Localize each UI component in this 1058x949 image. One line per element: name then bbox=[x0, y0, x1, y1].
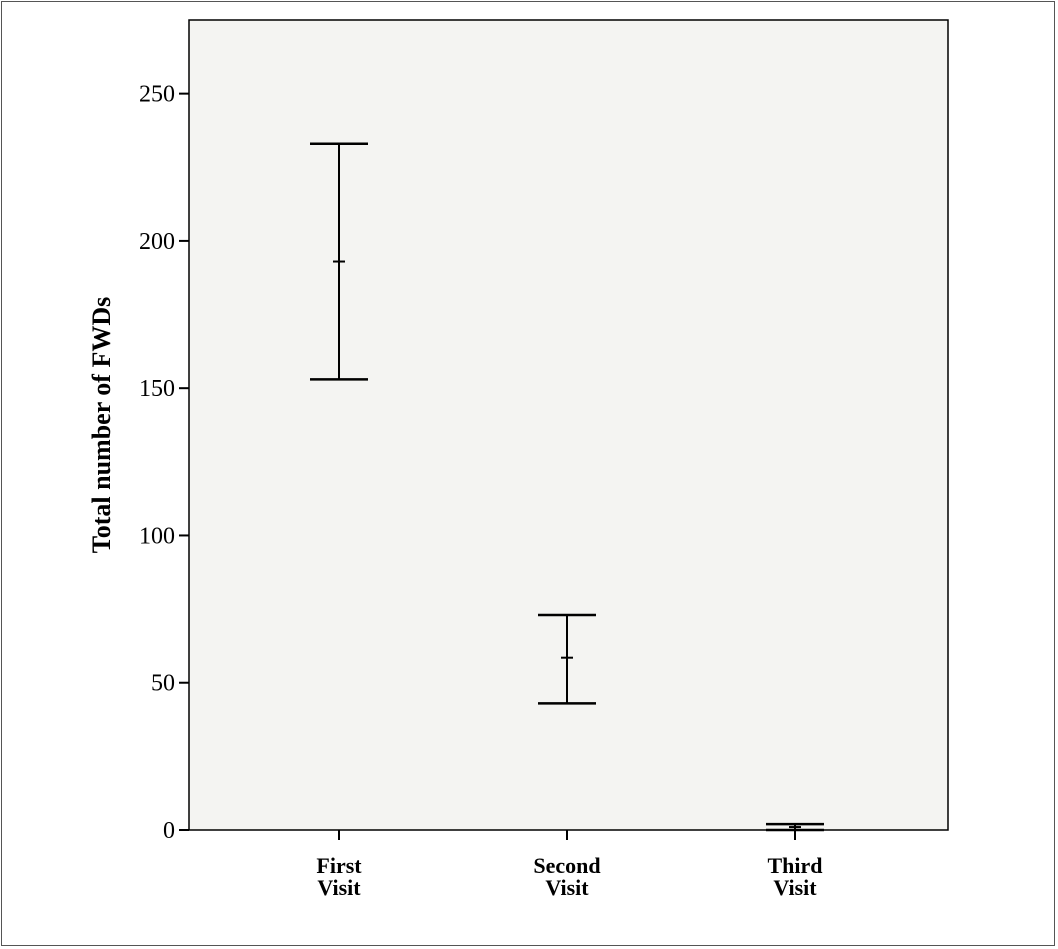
y-tick-label: 100 bbox=[139, 523, 175, 549]
plot-area bbox=[188, 19, 949, 831]
x-tick-label: Third Visit bbox=[767, 853, 822, 900]
y-tick-label: 150 bbox=[139, 376, 175, 402]
y-axis-title: Total number of FWDs bbox=[87, 297, 116, 553]
y-axis: 0 50 100 150 200 250 bbox=[139, 82, 189, 844]
x-tick-label-line: Second bbox=[533, 853, 600, 878]
x-tick-label-line: Third bbox=[767, 853, 822, 878]
x-tick-label-line: First bbox=[316, 853, 362, 878]
y-tick-label: 50 bbox=[151, 671, 175, 697]
y-tick-label: 250 bbox=[139, 82, 175, 108]
x-tick-label-line: Visit bbox=[545, 875, 589, 900]
x-tick-label-line: Visit bbox=[773, 875, 817, 900]
error-bars bbox=[310, 142, 824, 832]
x-tick-label-line: Visit bbox=[317, 875, 361, 900]
x-tick-label: Second Visit bbox=[533, 853, 600, 900]
y-tick-label: 200 bbox=[139, 229, 175, 255]
y-tick-label: 0 bbox=[163, 818, 175, 844]
x-tick-label: First Visit bbox=[316, 853, 362, 900]
